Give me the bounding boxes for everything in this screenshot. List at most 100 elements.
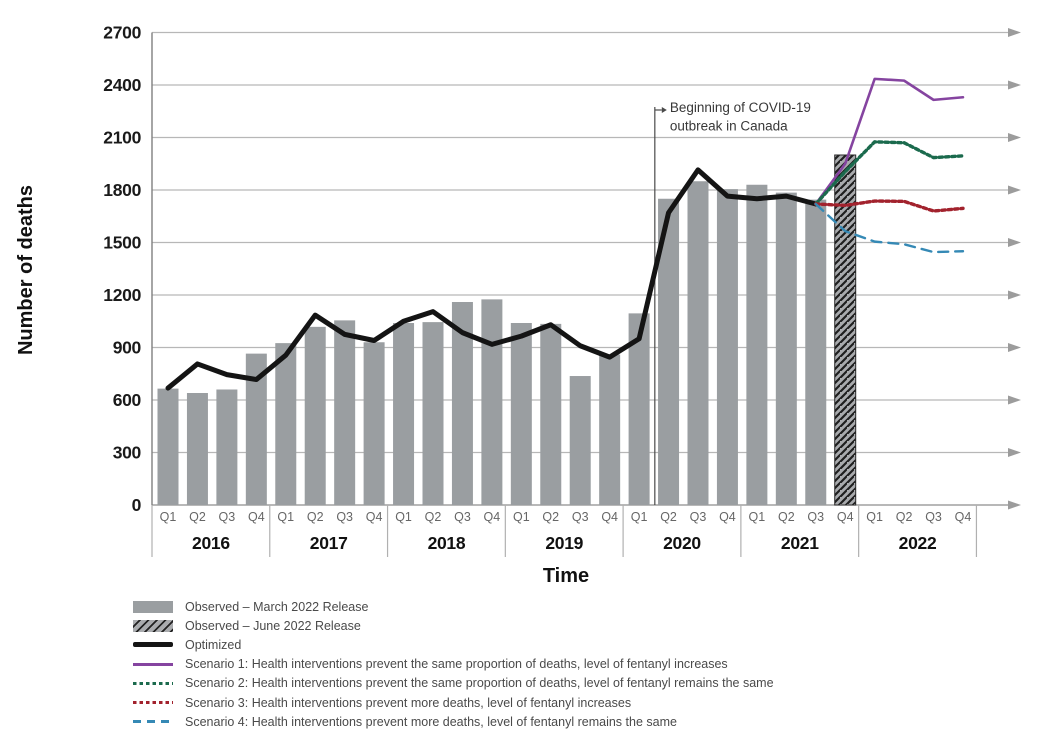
legend-swatch-blue-dashed-line-icon [133, 720, 173, 723]
quarter-label: Q3 [572, 510, 589, 524]
legend-label: Scenario 2: Health interventions prevent… [185, 676, 774, 691]
y-tick-label: 0 [132, 495, 142, 515]
y-axis-title: Number of deaths [15, 185, 37, 355]
x-axis-title: Time [543, 565, 589, 587]
y-tick-label: 1500 [103, 233, 141, 253]
bar-2016-q2 [304, 326, 326, 505]
annotation-text: outbreak in Canada [670, 119, 788, 134]
quarter-label: Q1 [631, 510, 648, 524]
bar-2016-q3 [805, 199, 827, 505]
year-label-2021: 2021 [781, 533, 819, 553]
year-label-2018: 2018 [428, 533, 466, 553]
right-arrow-icon [1008, 28, 1021, 37]
right-arrow-icon [1008, 448, 1021, 457]
quarter-label: Q1 [513, 510, 530, 524]
line-scenario-4 [814, 202, 965, 254]
bar-2016-q2 [540, 323, 562, 505]
right-arrow-icon [1008, 80, 1021, 90]
right-arrow-icon [1008, 343, 1021, 352]
legend-item-observed-march: Observed – March 2022 Release [133, 597, 1013, 616]
legend-item-observed-june: Observed – June 2022 Release [133, 616, 1013, 635]
quarter-label: Q2 [189, 510, 206, 524]
quarter-label: Q3 [454, 510, 471, 524]
legend-label: Scenario 3: Health interventions prevent… [185, 695, 632, 710]
quarter-label: Q2 [896, 510, 913, 524]
legend-item-scenario-2: Scenario 2: Health interventions prevent… [133, 674, 1013, 693]
bar-2016-q4 [599, 354, 621, 505]
right-arrow-icon [1008, 238, 1021, 247]
quarter-label: Q3 [336, 510, 353, 524]
legend-swatch-hatched-bar-icon [133, 619, 173, 632]
quarter-label: Q1 [749, 510, 766, 524]
quarter-label: Q4 [366, 510, 383, 524]
legend-swatch-red-dotted-line-icon [133, 700, 173, 705]
quarter-label: Q3 [925, 510, 942, 524]
legend-swatch-black-line-icon [133, 642, 173, 648]
legend-item-scenario-1: Scenario 1: Health interventions prevent… [133, 655, 1013, 674]
line-scenario-2 [814, 140, 965, 206]
line-optimized [165, 167, 819, 391]
legend-label: Optimized [185, 637, 242, 652]
quarter-label: Q3 [690, 510, 707, 524]
quarter-label: Q4 [484, 510, 501, 524]
right-arrow-icon [1008, 500, 1021, 510]
legend-swatch-purple-line-icon [133, 662, 173, 666]
bar-2016-q2 [775, 192, 797, 505]
bar-2016-q1 [157, 388, 179, 505]
bar-2016-q2 [658, 198, 680, 505]
y-tick-label: 1200 [103, 285, 141, 305]
quarter-label: Q2 [660, 510, 677, 524]
quarter-label: Q1 [866, 510, 883, 524]
quarter-label: Q4 [601, 510, 618, 524]
quarter-label: Q2 [778, 510, 795, 524]
bar-2016-q1 [275, 343, 297, 505]
bar-2016-q4 [716, 189, 738, 505]
y-tick-label: 2100 [103, 128, 141, 148]
chart-svg: 0 300 600 900 1200 1500 1800 2100 2400 2700 2016 Q1… [15, 23, 1021, 587]
legend-label: Scenario 4: Health interventions prevent… [185, 714, 677, 729]
legend-label: Observed – March 2022 Release [185, 599, 369, 614]
legend-item-optimized: Optimized [133, 635, 1013, 654]
y-tick-label: 900 [113, 338, 142, 358]
legend-label: Scenario 1: Health interventions prevent… [185, 657, 728, 672]
quarter-label: Q4 [248, 510, 265, 524]
bar-2016-q3 [451, 302, 473, 505]
quarter-label: Q4 [719, 510, 736, 524]
year-label-2017: 2017 [310, 533, 348, 553]
bar-2016-q3 [687, 181, 709, 505]
line-scenario-3 [814, 199, 965, 213]
bar-2016-q3 [216, 389, 238, 505]
bar-2016-q1 [393, 323, 415, 505]
legend: Observed – March 2022 Release Observed –… [133, 597, 1013, 731]
year-label-2022: 2022 [899, 533, 937, 553]
y-tick-label: 2700 [103, 23, 141, 43]
bar-2016-q1 [746, 184, 768, 505]
quarter-label: Q4 [955, 510, 972, 524]
legend-swatch-bar-icon [133, 600, 173, 613]
quarter-label: Q1 [160, 510, 177, 524]
legend-label: Observed – June 2022 Release [185, 618, 361, 633]
quarter-label: Q2 [425, 510, 442, 524]
bar-2016-q4 [363, 342, 385, 505]
bar-2016-q2 [422, 322, 444, 505]
bar-2016-q3 [334, 320, 356, 505]
quarter-label: Q3 [219, 510, 236, 524]
bar-2016-q4 [481, 299, 503, 505]
bar-2016-q2 [186, 393, 208, 505]
bar-2016-q4 [245, 353, 267, 505]
quarter-label: Q4 [837, 510, 854, 524]
line-scenario-1 [814, 77, 965, 206]
right-arrow-icon [1008, 395, 1021, 405]
y-tick-label: 1800 [103, 180, 141, 200]
annotation-text: Beginning of COVID-19 [670, 100, 811, 115]
year-label-2016: 2016 [192, 533, 230, 553]
y-tick-label: 600 [113, 390, 142, 410]
legend-item-scenario-4: Scenario 4: Health interventions prevent… [133, 712, 1013, 731]
quarter-label: Q1 [395, 510, 412, 524]
right-arrow-icon [1008, 185, 1021, 195]
year-label-2019: 2019 [545, 533, 583, 553]
y-tick-label: 2400 [103, 75, 141, 95]
quarter-label: Q2 [542, 510, 559, 524]
bar-2016-q3 [569, 376, 591, 505]
